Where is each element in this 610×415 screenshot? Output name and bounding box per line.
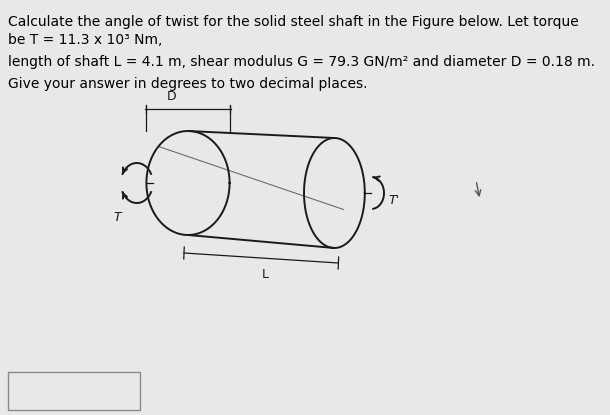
Text: length of shaft L = 4.1 m, shear modulus G = 79.3 GN/m² and diameter D = 0.18 m.: length of shaft L = 4.1 m, shear modulus… [8, 55, 595, 69]
Text: L: L [262, 268, 268, 281]
Text: be T = 11.3 x 10³ Nm,: be T = 11.3 x 10³ Nm, [8, 33, 162, 47]
Text: Calculate the angle of twist for the solid steel shaft in the Figure below. Let : Calculate the angle of twist for the sol… [8, 15, 579, 29]
Text: T': T' [388, 195, 399, 208]
Text: D: D [167, 90, 176, 103]
Text: Give your answer in degrees to two decimal places.: Give your answer in degrees to two decim… [8, 77, 367, 91]
Bar [8, 372, 140, 410]
Text: T: T [113, 211, 121, 224]
